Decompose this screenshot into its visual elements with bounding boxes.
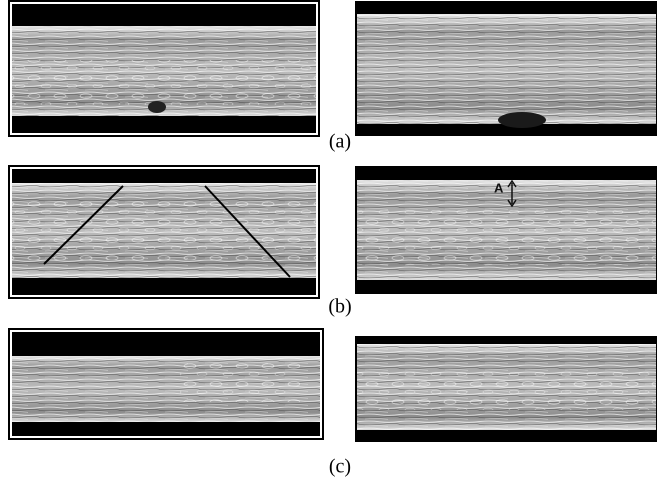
panel-a-right: [356, 2, 657, 135]
caption: (b): [328, 296, 351, 318]
panel-c-right: [356, 337, 657, 441]
panel-b-left: [9, 166, 319, 298]
panel-c-left: [9, 329, 323, 439]
figure: (a) A (b) (c): [0, 0, 657, 490]
caption: (c): [329, 456, 351, 478]
panel-a-left: [9, 1, 319, 136]
caption: (a): [329, 131, 351, 153]
panel-b-right: A: [356, 167, 657, 293]
annotation: A: [494, 180, 504, 195]
page: (a) A (b) (c) (() => { const data = JS: [0, 0, 657, 490]
